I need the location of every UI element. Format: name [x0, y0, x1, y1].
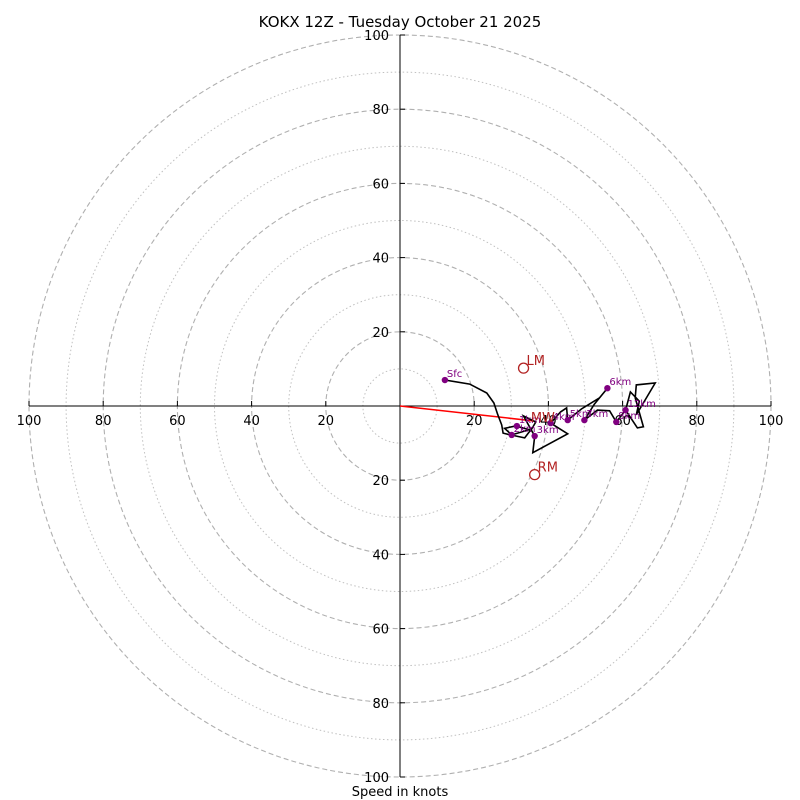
- height-marker: [613, 418, 620, 426]
- y-tick-label: 40: [372, 252, 389, 267]
- storm-motion-markers: LM RM MW: [517, 354, 558, 481]
- height-label: 8km: [618, 411, 640, 422]
- height-label: 3km: [537, 425, 559, 436]
- x-tick-label: 20: [466, 414, 483, 429]
- hodograph-trace: [444, 379, 657, 455]
- x-tick-label: 20: [318, 414, 335, 429]
- x-tick-label: 60: [169, 414, 186, 429]
- height-label: 12km: [628, 399, 656, 410]
- height-marker: [547, 419, 554, 427]
- height-marker: [441, 376, 449, 384]
- x-tick-label: 100: [759, 414, 784, 429]
- storm-motion-label: LM: [527, 354, 545, 369]
- height-label: 7km: [586, 409, 608, 420]
- storm-motion-marker: [529, 468, 541, 481]
- x-axis-label: Speed in knots: [352, 785, 449, 800]
- height-marker: [513, 422, 521, 430]
- y-tick-label: 20: [372, 474, 389, 489]
- height-label: 4km: [553, 412, 575, 423]
- tick-marks: [28, 34, 772, 778]
- height-marker: [604, 384, 611, 392]
- height-marker: [531, 432, 538, 440]
- y-tick-label: 80: [372, 697, 389, 712]
- y-tick-label: 80: [372, 103, 389, 118]
- height-label: 5km: [570, 409, 592, 420]
- shear-vector-group: [399, 405, 533, 422]
- y-tick-label: 40: [372, 548, 389, 563]
- height-label: 2km: [514, 424, 536, 435]
- height-marker: [581, 416, 588, 424]
- storm-motion-label: MW: [531, 411, 555, 426]
- shear-vector: [399, 405, 533, 422]
- tick-labels: 1008060402020406080100100806040202040608…: [17, 29, 784, 786]
- x-tick-label: 80: [689, 414, 706, 429]
- height-label: 1km: [519, 415, 541, 426]
- storm-motion-marker: [517, 362, 530, 374]
- x-tick-label: 40: [243, 414, 260, 429]
- x-tick-label: 60: [614, 414, 631, 429]
- height-marker: [622, 406, 629, 414]
- y-tick-label: 100: [364, 771, 389, 786]
- height-label: 6km: [609, 377, 631, 388]
- y-tick-label: 60: [372, 177, 389, 192]
- storm-motion-label: RM: [538, 461, 558, 476]
- chart-title: KOKX 12Z - Tuesday October 21 2025: [259, 13, 542, 31]
- height-label: Sfc: [447, 369, 462, 380]
- y-tick-label: 20: [372, 326, 389, 341]
- x-tick-label: 100: [17, 414, 42, 429]
- height-marker: [508, 431, 515, 439]
- height-marker: [564, 416, 571, 424]
- hodograph-trace-group: [444, 379, 657, 455]
- y-tick-label: 60: [372, 623, 389, 638]
- x-tick-label: 80: [95, 414, 112, 429]
- y-tick-label: 100: [364, 29, 389, 44]
